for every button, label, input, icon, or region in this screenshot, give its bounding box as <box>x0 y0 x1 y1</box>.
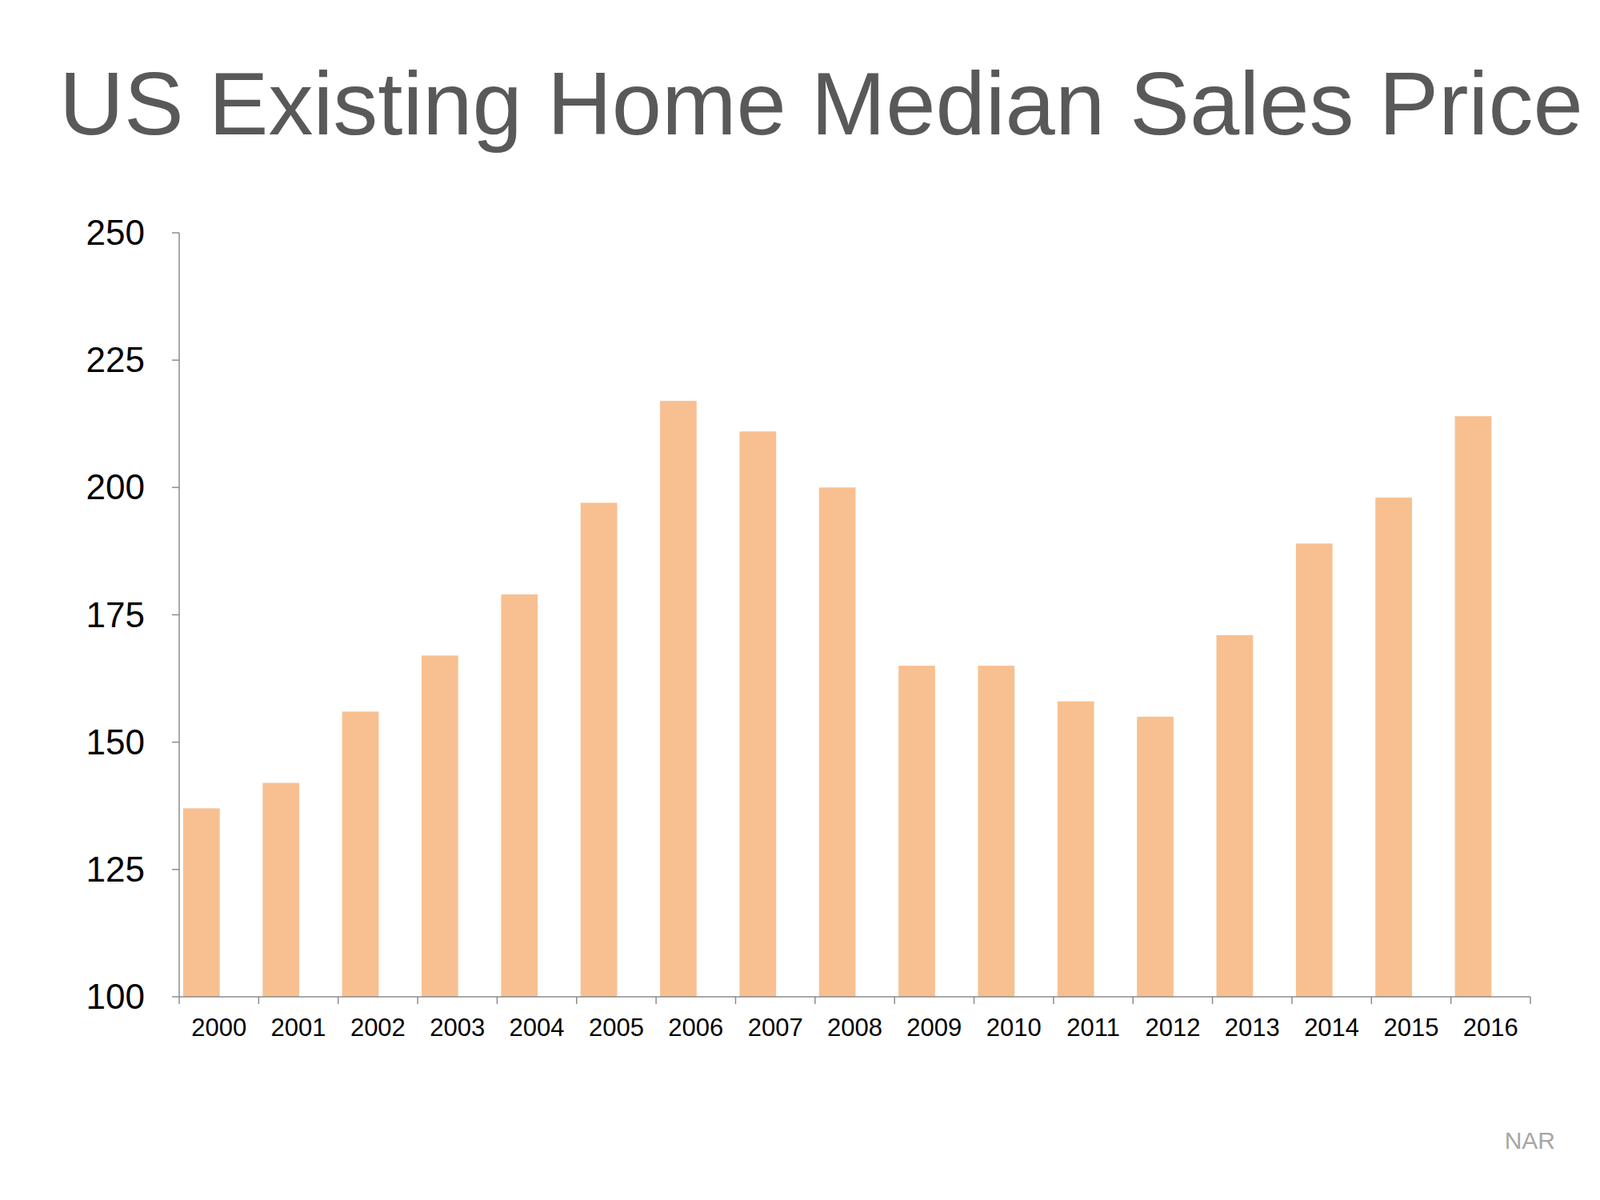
chart-svg: US Existing Home Median Sales Price NAR 10… <box>0 0 1600 1200</box>
y-tick <box>172 614 180 616</box>
x-tick <box>735 996 737 1004</box>
source: NAR <box>1504 1127 1556 1154</box>
y-tick-label: 200 <box>86 467 145 507</box>
x-tick-label: 2006 <box>668 1013 724 1042</box>
chart-container: US Existing Home Median Sales Price NAR 10… <box>0 0 1600 1200</box>
x-tick <box>496 996 499 1004</box>
x-tick <box>1529 996 1532 1004</box>
x-tick <box>1052 996 1055 1004</box>
bar <box>421 655 459 997</box>
bar <box>580 502 618 997</box>
x-tick-label: 2015 <box>1383 1013 1439 1042</box>
x-tick-label: 2003 <box>429 1013 485 1042</box>
bar <box>819 487 856 997</box>
x-tick-label: 2012 <box>1144 1013 1200 1042</box>
x-tick-label: 2007 <box>748 1013 804 1042</box>
x-tick <box>893 996 896 1004</box>
bar <box>739 431 776 997</box>
bar <box>342 711 380 997</box>
x-tick <box>1291 996 1293 1004</box>
y-tick <box>172 359 180 361</box>
y-tick-label: 250 <box>86 212 145 252</box>
y-tick <box>172 487 180 489</box>
x-tick-label: 2014 <box>1304 1013 1360 1042</box>
x-tick <box>576 996 578 1004</box>
y-tick <box>172 868 180 871</box>
y-tick <box>172 232 180 234</box>
bar <box>1455 416 1492 997</box>
x-tick <box>258 996 260 1004</box>
x-tick-label: 2000 <box>191 1013 247 1042</box>
x-tick <box>1450 996 1452 1004</box>
bar <box>500 594 538 997</box>
x-tick <box>973 996 976 1004</box>
y-tick <box>172 741 180 744</box>
page: {"chart_data": {"type": "bar", "title": … <box>0 0 1600 1200</box>
x-tick <box>337 996 340 1004</box>
x-tick-label: 2001 <box>271 1013 327 1042</box>
bar <box>1136 716 1174 997</box>
x-tick-label: 2008 <box>827 1013 883 1042</box>
bar <box>1296 543 1333 997</box>
x-tick <box>1371 996 1373 1004</box>
x-tick-label: 2011 <box>1066 1013 1120 1042</box>
x-tick-label: 2004 <box>509 1013 565 1042</box>
bars <box>183 400 1492 997</box>
x-tick-label: 2005 <box>588 1013 644 1042</box>
x-tick <box>178 996 180 1004</box>
y-tick-label: 225 <box>86 340 145 380</box>
y-tick-label: 100 <box>86 976 145 1016</box>
bar <box>1216 635 1254 997</box>
bar <box>660 400 697 997</box>
x-tick <box>1132 996 1134 1004</box>
x-tick-label: 2002 <box>350 1013 406 1042</box>
y-tick <box>172 996 180 998</box>
x-tick <box>1212 996 1214 1004</box>
bar <box>183 808 220 997</box>
y-tick-label: 125 <box>86 849 145 889</box>
bar <box>898 665 936 997</box>
x-tick-label: 2010 <box>986 1013 1042 1042</box>
bar <box>262 783 300 997</box>
x-tick <box>416 996 419 1004</box>
bar <box>1057 701 1095 997</box>
x-tick <box>655 996 657 1004</box>
x-tick <box>814 996 816 1004</box>
x-tick-label: 2009 <box>906 1013 962 1042</box>
x-tick-label: 2016 <box>1463 1013 1519 1042</box>
x-tick-label: 2013 <box>1224 1013 1280 1042</box>
x-axis-line <box>179 996 1531 998</box>
y-tick-label: 175 <box>86 595 145 635</box>
bar <box>977 665 1015 997</box>
y-tick-label: 150 <box>86 722 145 762</box>
bar <box>1375 497 1412 997</box>
title: US Existing Home Median Sales Price <box>59 53 1584 154</box>
